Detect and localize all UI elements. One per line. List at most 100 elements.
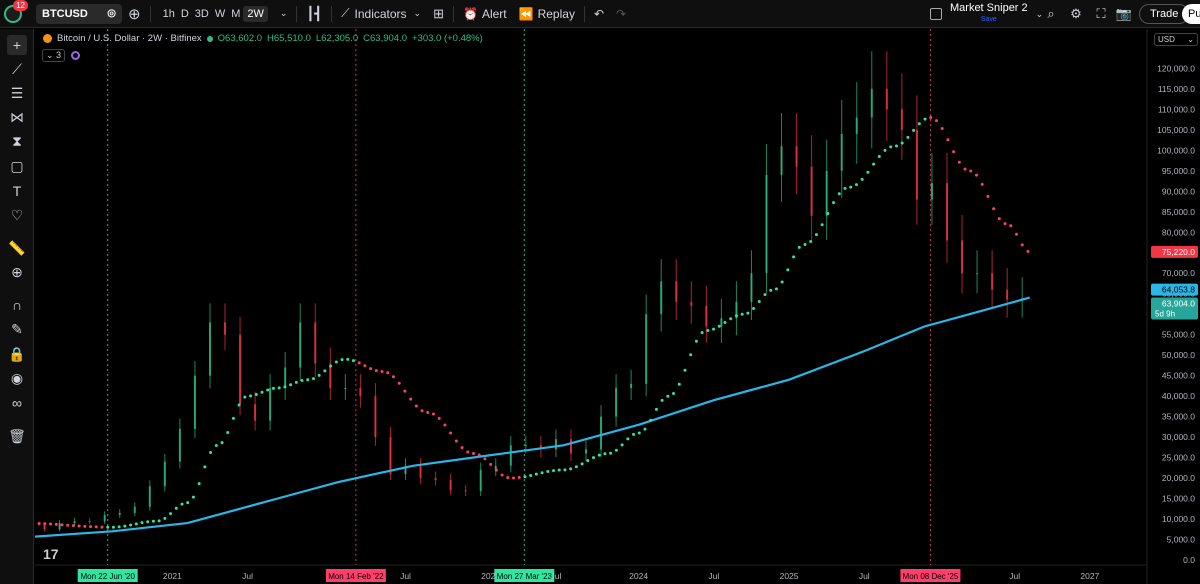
eye-icon[interactable]: ◉: [10, 369, 24, 386]
alert-button[interactable]: ⏰ Alert: [457, 0, 513, 28]
trailing-stop-dot: [1026, 249, 1030, 253]
interval-2w[interactable]: 2W: [243, 5, 268, 22]
candle-body: [509, 445, 512, 466]
tradingview-logo: 17: [43, 546, 59, 562]
interval-d[interactable]: D: [180, 7, 189, 20]
add-symbol-button[interactable]: ⊕: [128, 5, 141, 23]
currency-selector[interactable]: USD ⌄: [1154, 33, 1198, 46]
lock-icon[interactable]: 🔒: [8, 345, 26, 362]
interval-dropdown-icon[interactable]: ⌄: [279, 8, 288, 18]
candle-body: [600, 416, 603, 450]
settings-gear-icon[interactable]: ⚙: [1070, 6, 1082, 21]
layout-save-label[interactable]: Save: [980, 16, 997, 23]
close-value: C63,904.0: [363, 33, 407, 44]
stay-in-drawing-icon[interactable]: ✎: [11, 320, 23, 337]
undo-button[interactable]: ↶: [593, 6, 605, 21]
trailing-stop-dot: [654, 407, 658, 411]
chart-canvas[interactable]: 0.0 5,000.0 10,000.0 15,000.0 20,000.0 25,000…: [35, 29, 1200, 584]
magnet-icon[interactable]: ∩: [11, 297, 23, 313]
watch-icon[interactable]: ◎: [107, 8, 116, 19]
layouts-button[interactable]: ⊞: [433, 5, 444, 21]
candle-body: [840, 133, 843, 171]
trailing-stop-dot: [729, 317, 733, 321]
layout-checkbox-icon[interactable]: [930, 8, 942, 20]
trailing-stop-dot: [306, 378, 310, 382]
trailing-stop-dot: [860, 177, 864, 181]
fullscreen-icon[interactable]: ⛶: [1096, 6, 1106, 21]
trailing-stop-dot: [157, 519, 161, 523]
trailing-stop-dot: [237, 403, 241, 407]
replay-button[interactable]: ⏪ Replay: [513, 0, 581, 28]
last-price-bg: [1151, 297, 1198, 320]
symbol-search[interactable]: BTCUSD ◎: [36, 3, 122, 24]
shape-icon[interactable]: ▢: [10, 157, 24, 174]
candle-body: [208, 322, 211, 376]
trailing-stop-dot: [111, 525, 115, 529]
trailing-stop-dot: [632, 432, 636, 436]
candle-body: [524, 445, 527, 447]
trailing-stop-dot: [106, 525, 110, 529]
trailing-stop-dot: [334, 360, 338, 364]
y-tick-label: 80,000.0: [1162, 227, 1195, 237]
publish-button[interactable]: Pu: [1182, 4, 1200, 24]
y-tick-label: 35,000.0: [1162, 412, 1195, 422]
candle-body: [103, 514, 106, 522]
trailing-stop-dot: [786, 268, 790, 272]
trailing-stop-dot: [409, 397, 413, 401]
interval-1h[interactable]: 1h: [162, 7, 175, 20]
ma-price-label: 64,053.8: [1162, 285, 1195, 295]
pattern-icon[interactable]: ⋈: [10, 108, 24, 125]
y-tick-label: 0.0: [1183, 555, 1195, 565]
chart-type-button[interactable]: ┃┫: [306, 5, 323, 21]
trash-icon[interactable]: 🗑: [8, 427, 26, 444]
ruler-icon[interactable]: 📏: [8, 239, 26, 256]
price-chart[interactable]: 0.0 5,000.0 10,000.0 15,000.0 20,000.0 25,000…: [35, 29, 1200, 584]
trailing-stop-dot: [677, 382, 681, 386]
user-avatar[interactable]: 12: [4, 0, 28, 23]
trailing-stop-dot: [437, 416, 441, 420]
zoom-in-icon[interactable]: ⊕: [11, 263, 23, 280]
trailing-stop-dot: [209, 450, 213, 454]
indicators-button[interactable]: ⟋ Indicators ⌄: [335, 0, 427, 28]
indicators-collapse-button[interactable]: ⌄ 3: [42, 49, 66, 62]
candle-body: [464, 490, 467, 492]
candle-body: [660, 281, 663, 315]
link-icon[interactable]: ∞: [12, 395, 22, 411]
x-tick-label: 2025: [780, 571, 799, 581]
trailing-stop-dot: [952, 150, 956, 154]
bar-countdown-label: 5d 9h: [1155, 310, 1175, 319]
redo-button[interactable]: ↷: [616, 6, 627, 21]
candle-body: [193, 375, 196, 429]
trailing-stop-dot: [683, 368, 687, 372]
trailing-stop-dot: [557, 468, 561, 472]
interval-w[interactable]: W: [214, 7, 226, 20]
trailing-stop-dot: [374, 369, 378, 373]
candle-body: [43, 525, 46, 530]
trend-line-icon[interactable]: ⟋: [12, 60, 22, 77]
trailing-stop-dot: [763, 293, 767, 297]
trailing-stop-dot: [94, 525, 98, 529]
crosshair-icon[interactable]: +: [7, 35, 27, 55]
heart-icon[interactable]: ♡: [10, 206, 24, 223]
marker-date-badge: [494, 569, 555, 582]
interval-3d[interactable]: 3D: [194, 7, 209, 20]
trailing-stop-dot: [614, 448, 618, 452]
quick-search-icon[interactable]: ⌕: [1047, 6, 1055, 21]
fib-retracement-icon[interactable]: ☰: [10, 84, 24, 101]
camera-icon[interactable]: 📷: [1115, 6, 1133, 21]
trailing-stop-dot: [226, 431, 230, 435]
trailing-stop-dot: [809, 240, 813, 244]
marker-date-label: Mon 22 Jun '20: [80, 572, 135, 581]
trailing-stop-dot: [923, 117, 927, 121]
y-tick-label: 85,000.0: [1162, 207, 1195, 217]
trailing-stop-dot: [186, 501, 190, 505]
chevron-down-icon[interactable]: ⌄: [1035, 8, 1044, 19]
indicator-count: 3: [56, 50, 62, 60]
prediction-icon[interactable]: ⧗: [12, 132, 22, 149]
text-icon[interactable]: T: [12, 183, 22, 199]
trailing-stop-dot: [500, 473, 504, 477]
interval-m[interactable]: M: [231, 7, 241, 20]
trailing-stop-dot: [837, 192, 841, 196]
trailing-stop-dot: [243, 395, 247, 399]
layout-selector[interactable]: Market Sniper 2 Save ⌄: [930, 3, 1043, 25]
